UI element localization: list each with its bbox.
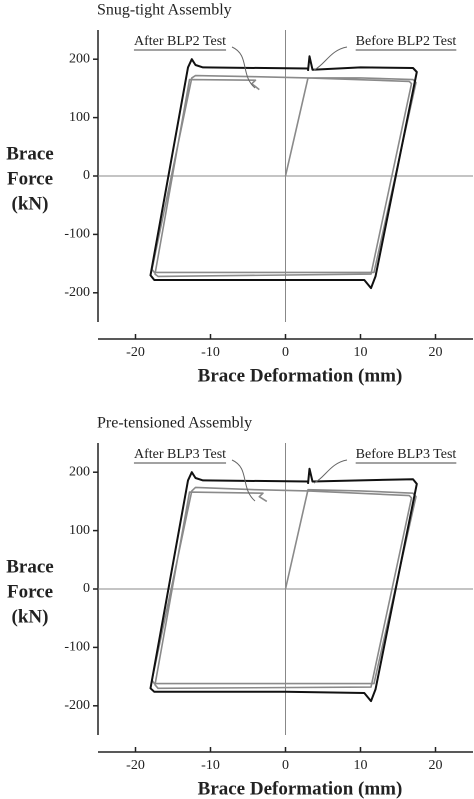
x-tick-label: -10 (201, 758, 220, 773)
x-tick-label: -20 (126, 345, 145, 360)
x-tick-label: 0 (282, 758, 289, 773)
hysteresis-line (151, 486, 417, 690)
y-axis-label: Force (7, 168, 53, 189)
x-tick-label: 0 (282, 345, 289, 360)
y-tick-label: -100 (64, 640, 90, 655)
y-axis-label: Force (7, 581, 53, 602)
annotation-leader (231, 459, 256, 502)
hysteresis-line (149, 55, 418, 290)
annotation-leader (231, 46, 256, 89)
chart-title: Snug-tight Assembly (97, 2, 232, 19)
x-tick-label: 10 (354, 758, 368, 773)
y-tick-label: -200 (64, 285, 90, 300)
x-axis-label: Brace Deformation (mm) (198, 365, 403, 386)
chart-panel: Pre-tensioned Assembly-200-1000100200-20… (6, 415, 473, 799)
chart-title: Pre-tensioned Assembly (97, 415, 252, 432)
y-tick-label: 0 (83, 581, 90, 596)
y-tick-label: -100 (64, 227, 90, 242)
y-axis-label: Brace (6, 143, 53, 164)
annotation: After BLP3 Test (134, 447, 226, 462)
annotation: Before BLP2 Test (356, 34, 457, 49)
y-tick-label: 200 (69, 51, 90, 66)
y-axis-label: (kN) (12, 193, 49, 214)
y-tick-label: 0 (83, 168, 90, 183)
x-tick-label: -20 (126, 758, 145, 773)
y-tick-label: 100 (69, 110, 90, 125)
y-axis-label: Brace (6, 556, 53, 577)
x-tick-label: -10 (201, 345, 220, 360)
y-tick-label: 100 (69, 523, 90, 538)
hysteresis-line (149, 467, 418, 703)
annotation-leader (313, 46, 348, 71)
x-tick-label: 20 (429, 345, 443, 360)
y-tick-label: -200 (64, 698, 90, 713)
annotation-leader (313, 459, 348, 484)
annotation: After BLP2 Test (134, 34, 226, 49)
y-tick-label: 200 (69, 464, 90, 479)
x-tick-label: 10 (354, 345, 368, 360)
annotation: Before BLP3 Test (356, 447, 457, 462)
y-axis-label: (kN) (12, 606, 49, 627)
x-tick-label: 20 (429, 758, 443, 773)
x-axis-label: Brace Deformation (mm) (198, 778, 403, 799)
